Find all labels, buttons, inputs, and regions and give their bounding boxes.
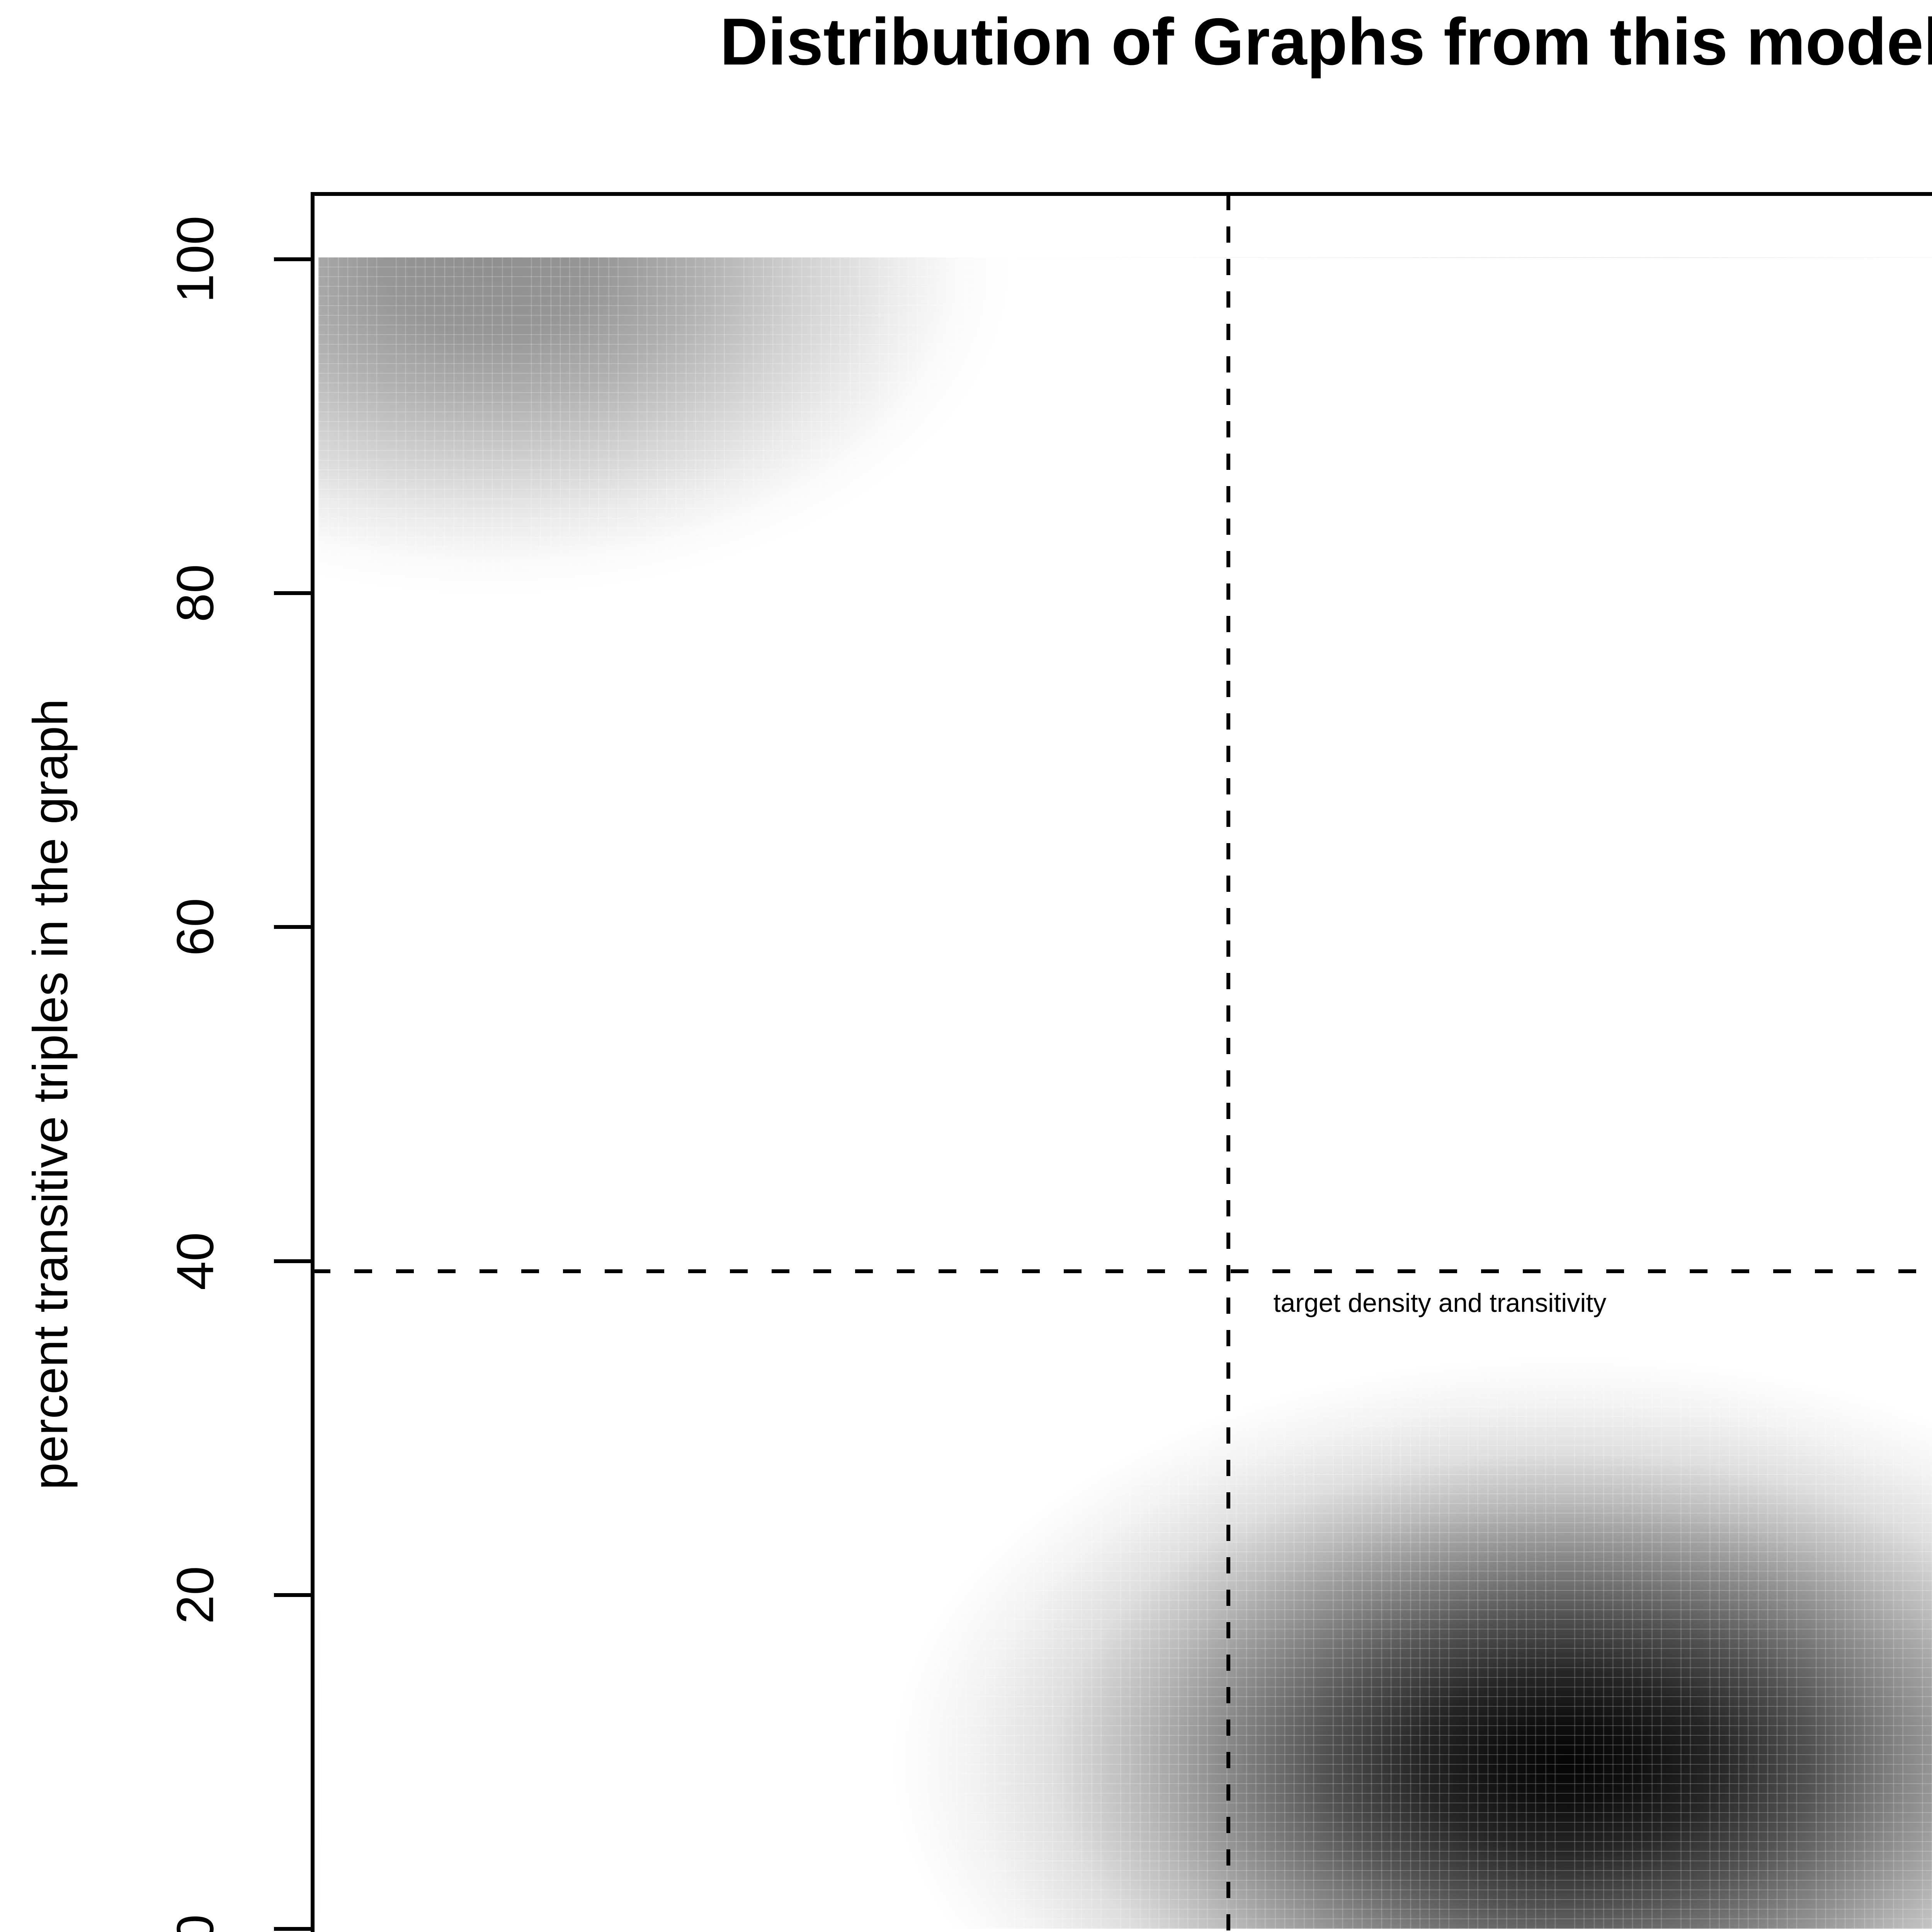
y-tick bbox=[274, 257, 313, 261]
plot-area: target density and transitivity bbox=[311, 192, 1932, 1932]
y-tick-label: 40 bbox=[166, 1232, 224, 1290]
density-blobs bbox=[318, 257, 1932, 1929]
y-axis-ticks bbox=[274, 194, 313, 1932]
y-tick-label: 100 bbox=[166, 215, 224, 303]
y-tick-label: 0 bbox=[166, 1914, 224, 1932]
density-field bbox=[318, 257, 1932, 1929]
y-tick bbox=[274, 1927, 313, 1931]
annotation-label: target density and transitivity bbox=[1273, 1288, 1607, 1318]
y-tick bbox=[274, 925, 313, 929]
density-grid-overlay bbox=[318, 257, 1932, 1929]
y-tick-label: 60 bbox=[166, 898, 224, 956]
y-tick bbox=[274, 1259, 313, 1263]
y-tick-label: 80 bbox=[166, 564, 224, 622]
y-tick bbox=[274, 591, 313, 595]
target-transitivity-line bbox=[313, 1269, 1932, 1273]
y-tick-label: 20 bbox=[166, 1566, 224, 1624]
chart-title: Distribution of Graphs from this model bbox=[720, 5, 1932, 79]
y-tick bbox=[274, 1593, 313, 1597]
y-axis-tick-labels: 0 20 40 60 80 100 bbox=[160, 194, 230, 1932]
target-density-line bbox=[1226, 194, 1231, 1932]
